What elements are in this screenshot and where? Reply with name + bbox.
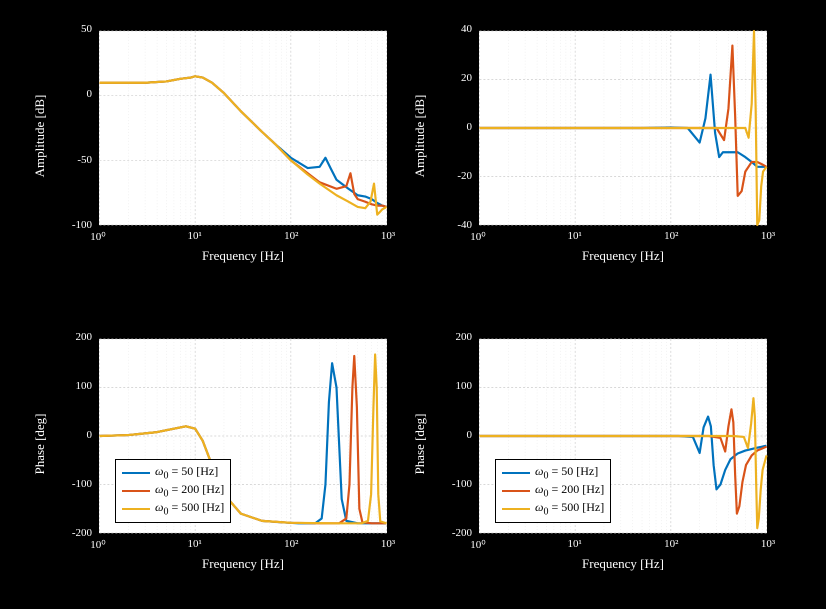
legend-swatch (502, 508, 530, 511)
ytick-label: -20 (457, 170, 472, 182)
figure: -100 -50 0 50 10⁰ 10¹ 10² 10³ Frequency [Hz] Ampl… (0, 0, 826, 609)
legend-swatch (502, 490, 530, 493)
xtick-label: 10¹ (563, 230, 587, 242)
legend-item: ω0 = 200 [Hz] (122, 482, 224, 500)
subplot-tr (478, 30, 768, 226)
legend-item: ω0 = 200 [Hz] (502, 482, 604, 500)
ytick-label: 0 (87, 88, 93, 100)
xlabel: Frequency [Hz] (573, 556, 673, 572)
legend-swatch (502, 472, 530, 475)
ytick-label: 200 (456, 331, 473, 343)
ytick-label: 20 (461, 72, 472, 84)
legend-swatch (122, 508, 150, 511)
legend-label: ω0 = 200 [Hz] (535, 482, 604, 499)
ytick-label: 200 (76, 331, 93, 343)
xtick-label: 10² (659, 538, 683, 550)
legend-label: ω0 = 50 [Hz] (535, 464, 598, 481)
legend-item: ω0 = 500 [Hz] (502, 500, 604, 518)
xlabel: Frequency [Hz] (193, 556, 293, 572)
legend-item: ω0 = 50 [Hz] (502, 464, 604, 482)
ylabel: Amplitude [dB] (32, 53, 48, 136)
xlabel: Frequency [Hz] (573, 248, 673, 264)
ytick-label: -100 (452, 478, 472, 490)
legend-label: ω0 = 200 [Hz] (155, 482, 224, 499)
legend-item: ω0 = 500 [Hz] (122, 500, 224, 518)
xlabel: Frequency [Hz] (193, 248, 293, 264)
ylabel: Amplitude [dB] (412, 53, 428, 136)
ytick-label: 100 (76, 380, 93, 392)
legend-label: ω0 = 500 [Hz] (535, 500, 604, 517)
legend-label: ω0 = 500 [Hz] (155, 500, 224, 517)
xtick-label: 10³ (756, 538, 780, 550)
legend-swatch (122, 472, 150, 475)
xtick-label: 10² (659, 230, 683, 242)
ytick-label: -100 (72, 478, 92, 490)
xtick-label: 10³ (376, 230, 400, 242)
ytick-label: 100 (456, 380, 473, 392)
ytick-label: 0 (467, 121, 473, 133)
legend: ω0 = 50 [Hz] ω0 = 200 [Hz] ω0 = 500 [Hz] (115, 459, 231, 523)
ytick-label: 50 (81, 23, 92, 35)
xtick-label: 10² (279, 538, 303, 550)
xtick-label: 10¹ (183, 230, 207, 242)
ytick-label: 40 (461, 23, 472, 35)
ylabel: Phase [deg] (412, 383, 428, 444)
xtick-label: 10³ (376, 538, 400, 550)
legend-label: ω0 = 50 [Hz] (155, 464, 218, 481)
xtick-label: 10³ (756, 230, 780, 242)
ytick-label: 0 (467, 429, 473, 441)
xtick-label: 10⁰ (86, 230, 110, 243)
xtick-label: 10² (279, 230, 303, 242)
xtick-label: 10¹ (183, 538, 207, 550)
legend-swatch (122, 490, 150, 493)
ytick-label: 0 (87, 429, 93, 441)
xtick-label: 10⁰ (466, 230, 490, 243)
subplot-bl: ω0 = 50 [Hz] ω0 = 200 [Hz] ω0 = 500 [Hz] (98, 338, 388, 534)
chart-svg (99, 31, 387, 225)
xtick-label: 10⁰ (466, 538, 490, 551)
xtick-label: 10⁰ (86, 538, 110, 551)
xtick-label: 10¹ (563, 538, 587, 550)
legend-item: ω0 = 50 [Hz] (122, 464, 224, 482)
chart-svg (479, 31, 767, 225)
ytick-label: -50 (77, 154, 92, 166)
subplot-tl (98, 30, 388, 226)
ylabel: Phase [deg] (32, 383, 48, 444)
subplot-br: ω0 = 50 [Hz] ω0 = 200 [Hz] ω0 = 500 [Hz] (478, 338, 768, 534)
legend: ω0 = 50 [Hz] ω0 = 200 [Hz] ω0 = 500 [Hz] (495, 459, 611, 523)
